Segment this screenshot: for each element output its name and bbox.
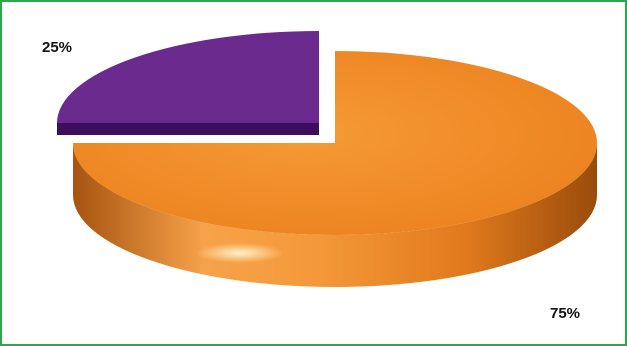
minor-slice-edge [57,123,319,135]
slice-label-major: 75% [550,305,580,322]
slice-label-minor: 25% [42,39,72,56]
side-highlight [196,243,284,263]
major-slice-top [73,51,597,235]
minor-slice-top [57,31,319,123]
